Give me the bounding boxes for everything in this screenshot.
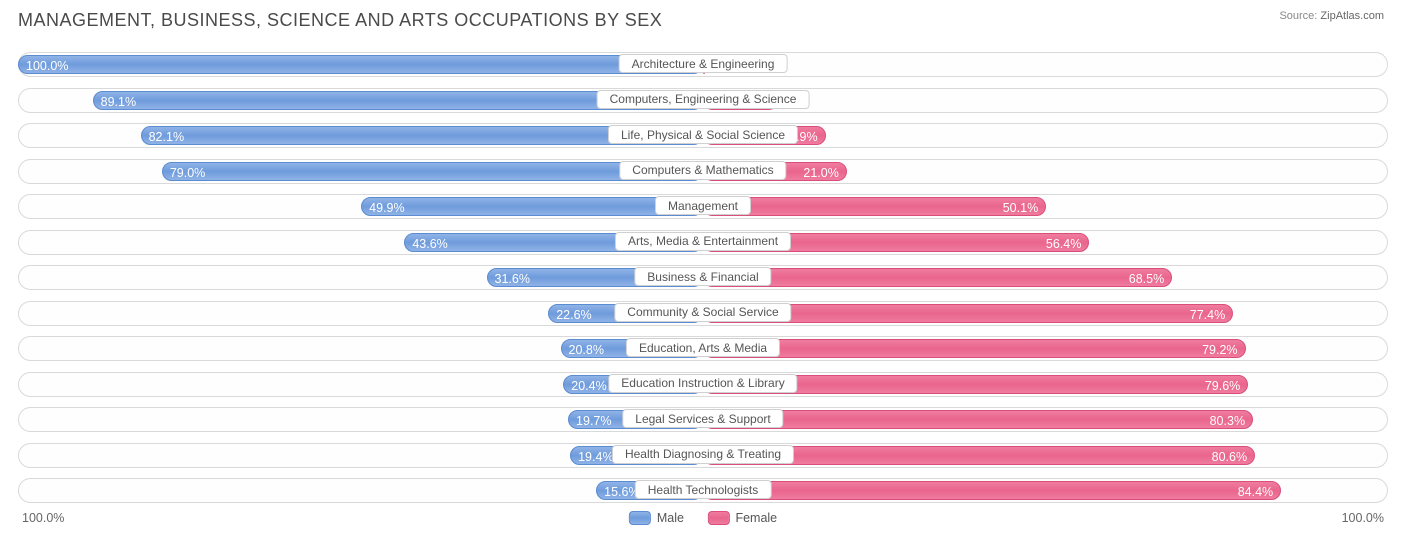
chart-row: 19.7% 80.3% Legal Services & Support (18, 404, 1388, 435)
category-label: Legal Services & Support (622, 409, 783, 428)
female-bar (703, 481, 1281, 500)
male-value-label: 79.0% (170, 166, 205, 180)
category-label: Computers & Mathematics (619, 161, 786, 180)
category-label: Health Diagnosing & Treating (612, 445, 794, 464)
female-half: 79.2% (703, 336, 1388, 361)
female-bar (703, 268, 1172, 287)
axis-left-max: 100.0% (22, 511, 64, 525)
female-bar (703, 339, 1246, 358)
male-bar (361, 197, 703, 216)
female-half: 21.0% (703, 159, 1388, 184)
category-label: Business & Financial (634, 267, 771, 286)
female-half: 80.6% (703, 443, 1388, 468)
chart-row: 19.4% 80.6% Health Diagnosing & Treating (18, 440, 1388, 471)
legend-male-label: Male (657, 511, 684, 525)
chart-row: 79.0% 21.0% Computers & Mathematics (18, 156, 1388, 187)
chart-row: 31.6% 68.5% Business & Financial (18, 262, 1388, 293)
male-value-label: 19.4% (578, 450, 613, 464)
male-value-label: 20.4% (571, 379, 606, 393)
male-half: 20.8% (18, 336, 703, 361)
axis-legend-row: 100.0% Male Female 100.0% (18, 511, 1388, 533)
chart-row: 100.0% 0.0%Architecture & Engineering (18, 49, 1388, 80)
legend: Male Female (619, 511, 787, 528)
male-value-label: 31.6% (495, 272, 530, 286)
axis-right-max: 100.0% (1342, 511, 1384, 525)
female-half: 0.0% (703, 52, 1388, 77)
female-value-label: 77.4% (1190, 308, 1225, 322)
male-half: 31.6% (18, 265, 703, 290)
male-half: 100.0% (18, 52, 703, 77)
female-value-label: 68.5% (1129, 272, 1164, 286)
category-label: Life, Physical & Social Science (608, 125, 798, 144)
female-bar (703, 197, 1046, 216)
chart-row: 20.8% 79.2% Education, Arts & Media (18, 333, 1388, 364)
male-half: 82.1% (18, 123, 703, 148)
male-bar (18, 55, 703, 74)
category-label: Management (655, 196, 751, 215)
category-label: Arts, Media & Entertainment (615, 232, 791, 251)
source-value: ZipAtlas.com (1320, 10, 1384, 22)
diverging-bar-chart: 100.0% 0.0%Architecture & Engineering 89.1… (18, 49, 1388, 506)
female-value-label: 79.2% (1202, 343, 1237, 357)
male-value-label: 82.1% (149, 130, 184, 144)
male-value-label: 43.6% (412, 237, 447, 251)
chart-row: 89.1%10.9%Computers, Engineering & Scien… (18, 85, 1388, 116)
male-value-label: 89.1% (101, 95, 136, 109)
category-label: Education, Arts & Media (626, 338, 780, 357)
category-label: Health Technologists (635, 480, 772, 499)
female-bar (703, 410, 1253, 429)
male-half: 43.6% (18, 230, 703, 255)
female-value-label: 21.0% (803, 166, 838, 180)
chart-row: 82.1% 17.9%Life, Physical & Social Scienc… (18, 120, 1388, 151)
male-value-label: 22.6% (556, 308, 591, 322)
chart-title: MANAGEMENT, BUSINESS, SCIENCE AND ARTS O… (18, 10, 1388, 31)
male-value-label: 49.9% (369, 201, 404, 215)
chart-row: 43.6% 56.4% Arts, Media & Entertainment (18, 227, 1388, 258)
male-half: 20.4% (18, 372, 703, 397)
legend-female-label: Female (735, 511, 777, 525)
male-half: 19.4% (18, 443, 703, 468)
female-value-label: 80.3% (1210, 414, 1245, 428)
category-label: Computers, Engineering & Science (597, 90, 810, 109)
female-half: 50.1% (703, 194, 1388, 219)
source-attribution: Source: ZipAtlas.com (1279, 10, 1384, 22)
category-label: Education Instruction & Library (608, 374, 797, 393)
female-value-label: 84.4% (1238, 485, 1273, 499)
female-half: 56.4% (703, 230, 1388, 255)
male-value-label: 20.8% (569, 343, 604, 357)
male-value-label: 100.0% (26, 59, 68, 73)
male-half: 19.7% (18, 407, 703, 432)
female-swatch-icon (707, 511, 729, 525)
female-value-label: 80.6% (1212, 450, 1247, 464)
category-label: Community & Social Service (614, 303, 791, 322)
category-label: Architecture & Engineering (619, 54, 788, 73)
chart-row: 15.6% 84.4% Health Technologists (18, 475, 1388, 506)
female-half: 68.5% (703, 265, 1388, 290)
legend-female: Female (707, 511, 777, 525)
male-half: 15.6% (18, 478, 703, 503)
male-half: 49.9% (18, 194, 703, 219)
female-half: 77.4% (703, 301, 1388, 326)
male-value-label: 19.7% (576, 414, 611, 428)
chart-row: 20.4% 79.6% Education Instruction & Librar… (18, 369, 1388, 400)
female-half: 80.3% (703, 407, 1388, 432)
source-label: Source: (1279, 10, 1317, 22)
male-swatch-icon (629, 511, 651, 525)
female-half: 79.6% (703, 372, 1388, 397)
chart-row: 49.9% 50.1% Management (18, 191, 1388, 222)
legend-male: Male (629, 511, 684, 525)
female-half: 17.9% (703, 123, 1388, 148)
female-half: 84.4% (703, 478, 1388, 503)
chart-row: 22.6% 77.4% Community & Social Service (18, 298, 1388, 329)
female-value-label: 56.4% (1046, 237, 1081, 251)
male-half: 79.0% (18, 159, 703, 184)
female-value-label: 79.6% (1205, 379, 1240, 393)
male-half: 22.6% (18, 301, 703, 326)
female-value-label: 50.1% (1003, 201, 1038, 215)
